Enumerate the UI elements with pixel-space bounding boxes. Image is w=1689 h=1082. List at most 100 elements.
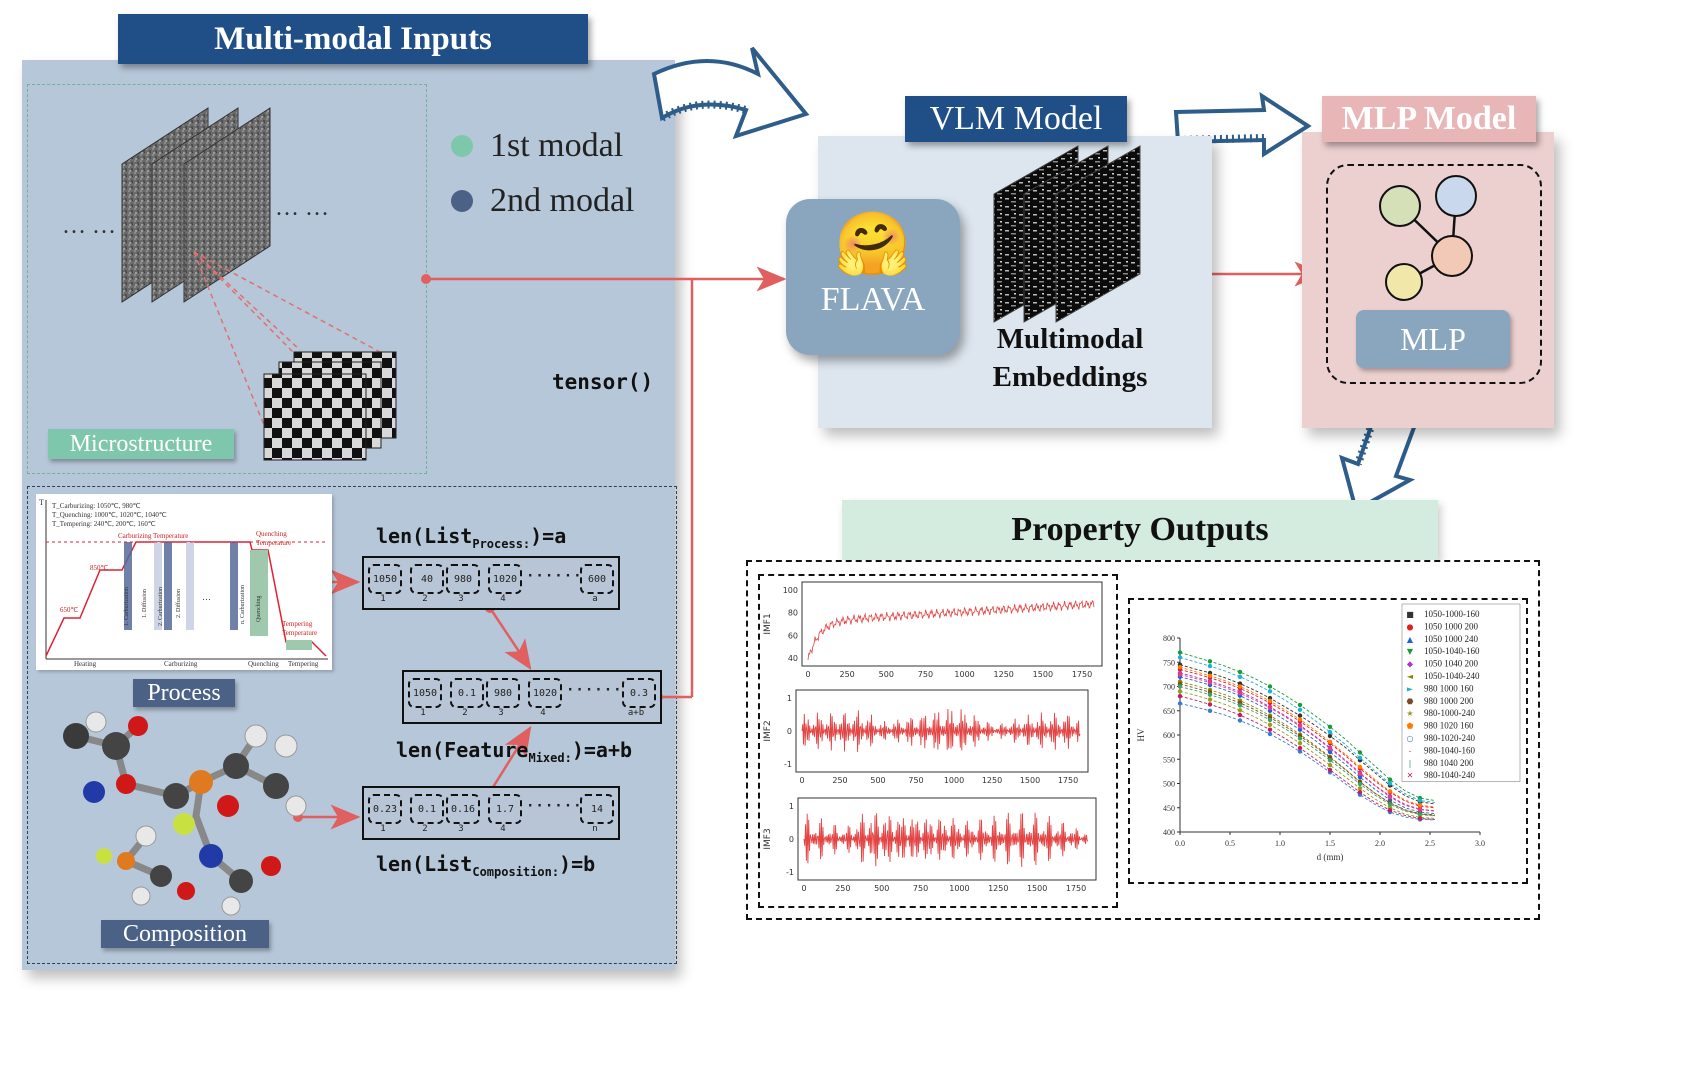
hv-point bbox=[1357, 781, 1363, 787]
process-idx-4: 4 bbox=[500, 594, 506, 604]
hv-legend-marker: | bbox=[1409, 759, 1412, 768]
mixed-idx-4: 4 bbox=[540, 708, 546, 718]
hv-legend-marker: ⬣ bbox=[1407, 697, 1414, 706]
hv-ytick-label: 750 bbox=[1163, 658, 1175, 667]
hv-point bbox=[1177, 655, 1183, 660]
composition-list-label: len(ListComposition:)=b bbox=[376, 852, 595, 879]
process-left-temp-850: 850℃ bbox=[90, 564, 109, 572]
micrograph-stack bbox=[121, 107, 271, 303]
hv-point bbox=[1297, 749, 1303, 754]
process-stage-quenching: Quenching bbox=[256, 595, 262, 622]
hv-ylabel: HV bbox=[1136, 728, 1146, 741]
process-idx-2: 2 bbox=[422, 594, 428, 604]
hv-point bbox=[1297, 724, 1303, 729]
molecule-illustration bbox=[63, 711, 307, 916]
hv-legend-label: 980-1020-240 bbox=[1424, 733, 1475, 743]
legend-1st-modal: 1st modal bbox=[451, 127, 623, 165]
legend-dot-1st bbox=[451, 135, 473, 157]
process-list-label: len(ListProcess:)=a bbox=[376, 524, 566, 551]
imf-xtick: 500 bbox=[879, 670, 894, 679]
hv-ytick-label: 400 bbox=[1163, 828, 1175, 837]
imf-xtick: 1250 bbox=[994, 670, 1014, 679]
hv-legend-label: 980-1040-160 bbox=[1424, 745, 1475, 755]
hv-legend-label: 980 1020 160 bbox=[1424, 721, 1474, 731]
composition-label-text: Composition bbox=[122, 920, 248, 947]
mlp-node-2 bbox=[1435, 175, 1477, 217]
microstructure-label: Microstructure bbox=[48, 429, 234, 459]
embeddings-caption-line1: Multimodal bbox=[996, 323, 1144, 355]
hv-legend-marker: - bbox=[1409, 746, 1412, 755]
hv-point bbox=[1237, 703, 1243, 708]
hv-xtick-label: 0.5 bbox=[1225, 839, 1235, 848]
hv-ytick-label: 550 bbox=[1163, 755, 1175, 764]
hv-point bbox=[1207, 692, 1213, 697]
hv-series-line-8 bbox=[1179, 683, 1436, 816]
imf-ytick: -1 bbox=[784, 760, 792, 769]
hv-point bbox=[1327, 746, 1333, 751]
huggingface-icon: 🤗 bbox=[834, 211, 912, 279]
hv-point bbox=[1357, 786, 1363, 791]
mixed-list-label: len(FeatureMixed:)=a+b bbox=[396, 738, 632, 765]
hv-series-line-2 bbox=[1179, 669, 1436, 809]
hv-legend-label: 980 1000 200 bbox=[1424, 696, 1474, 706]
process-list-name: List bbox=[424, 524, 473, 548]
hv-point bbox=[1297, 702, 1303, 708]
microstructure-label-text: Microstructure bbox=[69, 430, 213, 457]
composition-list-suffix: )=b bbox=[559, 852, 596, 876]
property-outputs-title-text: Property Outputs bbox=[1011, 511, 1269, 548]
hv-point bbox=[1237, 712, 1243, 718]
hv-xtick-label: 2.0 bbox=[1375, 839, 1385, 848]
hv-point bbox=[1357, 764, 1363, 770]
hv-point bbox=[1267, 705, 1273, 710]
process-label: Process bbox=[133, 679, 235, 707]
hv-xtick-label: 1.5 bbox=[1325, 839, 1335, 848]
composition-list-row: 0.23 0.1 0.16 1.7 ······ 14 1 2 3 4 n bbox=[362, 786, 620, 840]
process-chart: T T_Carburizing: 1050℃, 980℃ T_Quenching… bbox=[36, 494, 332, 670]
process-top-label-quenching: Quenching Temperature bbox=[256, 530, 292, 547]
mixed-idx-last: a+b bbox=[627, 708, 645, 718]
hv-point bbox=[1357, 755, 1363, 760]
hv-point bbox=[1177, 684, 1183, 689]
hv-ytick-label: 700 bbox=[1163, 683, 1175, 692]
hv-point bbox=[1177, 664, 1183, 670]
imf-xtick: 1250 bbox=[988, 884, 1008, 893]
imf-xtick: 750 bbox=[913, 884, 928, 893]
hv-legend-marker: ✕ bbox=[1407, 771, 1414, 780]
mlp-node-4 bbox=[1385, 263, 1423, 301]
hv-point bbox=[1207, 680, 1213, 685]
hv-point bbox=[1237, 674, 1243, 679]
hv-series-line-12 bbox=[1179, 673, 1436, 812]
hv-ytick-label: 500 bbox=[1163, 780, 1175, 789]
imf-xtick: 750 bbox=[918, 670, 933, 679]
mixed-cell-last: 0.3 bbox=[622, 678, 656, 708]
imf-ytick: 40 bbox=[788, 654, 798, 663]
hv-xtick-label: 2.5 bbox=[1425, 839, 1435, 848]
hv-xtick-label: 0.0 bbox=[1175, 839, 1185, 848]
hv-legend-marker: ▲ bbox=[1407, 635, 1414, 644]
hv-legend-marker: ■ bbox=[1406, 610, 1414, 619]
process-top-label-tempering: Tempering Temperature bbox=[282, 620, 318, 637]
hv-point bbox=[1297, 717, 1303, 722]
mlp-box-label: MLP bbox=[1400, 320, 1466, 357]
mlp-model-title-text: MLP Model bbox=[1341, 100, 1517, 137]
hv-point bbox=[1267, 722, 1273, 727]
hv-point bbox=[1327, 762, 1333, 768]
imf-ytick: 0 bbox=[789, 835, 794, 844]
hv-legend-marker: ► bbox=[1407, 684, 1414, 693]
process-idx-last: a bbox=[592, 594, 598, 604]
hv-ytick-label: 450 bbox=[1163, 804, 1175, 813]
process-cell-3: 980 bbox=[446, 564, 480, 594]
hv-point bbox=[1267, 731, 1273, 737]
imf-ytick: 60 bbox=[788, 631, 798, 640]
hv-series-line-7 bbox=[1179, 656, 1436, 803]
process-bottom-carburizing: Carburizing bbox=[164, 660, 198, 668]
process-bottom-heating: Heating bbox=[74, 660, 97, 668]
hv-point bbox=[1267, 698, 1273, 704]
composition-list-sub: Composition: bbox=[472, 865, 560, 879]
hv-ytick-label: 600 bbox=[1163, 731, 1175, 740]
hv-series-line-14 bbox=[1179, 695, 1436, 820]
mixed-cell-4: 1020 bbox=[528, 678, 562, 708]
hv-ytick-label: 800 bbox=[1163, 634, 1175, 643]
hv-legend-marker: ⬟ bbox=[1407, 722, 1414, 731]
